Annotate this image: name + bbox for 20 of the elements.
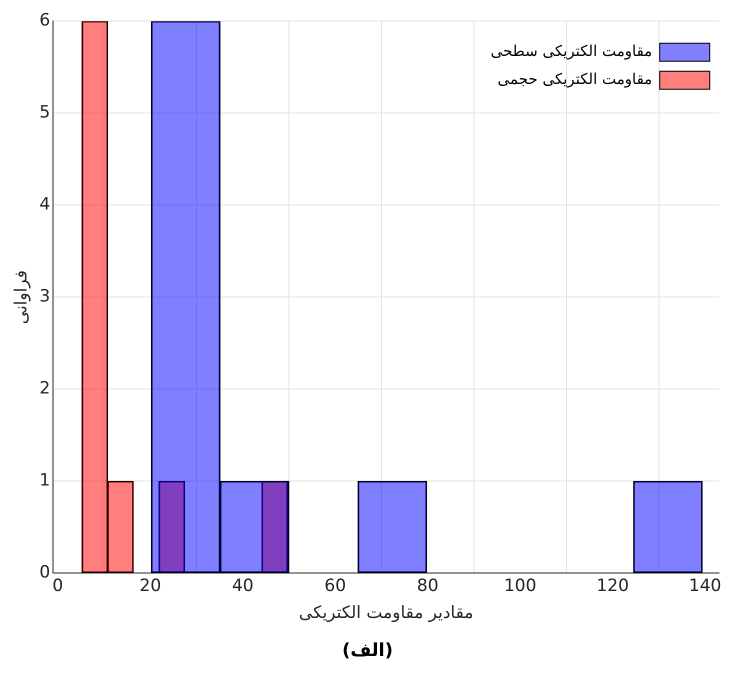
x-tick-label: 100: [504, 576, 536, 596]
x-tick-label: 120: [596, 576, 629, 596]
y-tick-label: 5: [39, 102, 50, 123]
x-axis-title: مقادیر مقاومت الکتریکی: [298, 603, 474, 624]
y-tick-label: 1: [39, 470, 50, 491]
x-tick-label: 60: [324, 576, 346, 596]
y-tick-label: 6: [39, 10, 50, 31]
y-tick-label: 3: [39, 286, 50, 307]
x-tick-label: 140: [688, 576, 722, 596]
legend-label: مقاومت الکتریکی حجمی: [498, 70, 652, 88]
y-tick-label: 2: [39, 378, 50, 399]
y-tick-label: 4: [39, 194, 50, 215]
legend-label: مقاومت الکتریکی سطحی: [490, 42, 652, 60]
x-tick-label: 40: [232, 576, 254, 596]
text: (الف): [341, 640, 394, 661]
y-axis-title: فراوانی: [12, 270, 32, 324]
x-tick-label: 20: [139, 576, 162, 596]
y-tick-label: 0: [39, 562, 50, 583]
x-tick-label: 80: [416, 576, 439, 596]
x-tick-label: 0: [52, 576, 64, 596]
